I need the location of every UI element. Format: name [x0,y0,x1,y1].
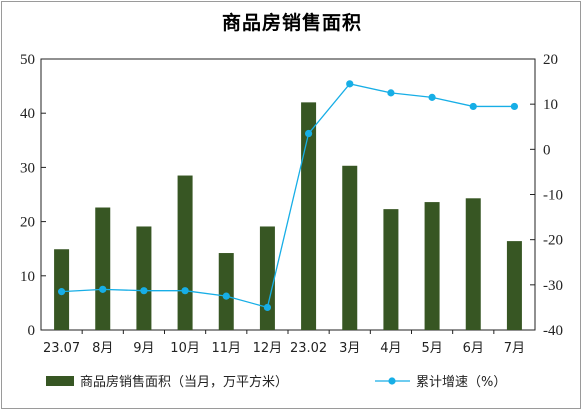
bar [259,226,275,330]
x-axis-label: 7月 [504,341,525,356]
x-axis-label: 6月 [463,341,484,356]
x-axis-label: 9月 [133,341,154,356]
legend-line-label: 累计增速（%） [416,375,506,390]
right-axis-tick-label: 0 [543,142,551,158]
left-axis-tick-label: 40 [20,106,35,122]
bar [424,202,440,330]
x-axis-label: 23.02 [290,341,327,356]
x-axis-label: 8月 [92,341,113,356]
right-axis-tick-label: -20 [543,233,563,249]
line-point [140,287,148,295]
right-axis-tick-label: -30 [543,278,563,294]
right-axis-tick-label: 10 [543,97,558,113]
bar [506,241,522,330]
bar [136,226,152,330]
x-axis-label: 10月 [170,341,200,356]
left-axis-tick-label: 10 [20,269,35,285]
line-point [428,93,436,101]
line-point [222,292,230,300]
line-point [263,303,272,312]
line-point [346,80,354,88]
x-axis-label: 12月 [253,341,283,356]
x-axis-label: 23.07 [43,341,80,356]
x-axis-label: 11月 [211,341,241,356]
bar [301,102,317,330]
bar [383,209,399,330]
line-point [387,89,395,97]
line-point [304,129,313,138]
right-axis-tick-label: -40 [543,323,563,339]
line-point [99,285,107,293]
x-axis-label: 3月 [339,341,360,356]
bar [218,253,234,330]
line-point [469,102,477,111]
line-point [510,102,519,111]
x-axis-label: 5月 [421,341,442,356]
legend-bar-label: 商品房销售面积（当月，万平方米） [80,374,288,390]
bar [465,198,481,330]
left-axis-tick-label: 20 [20,215,35,231]
right-axis-tick-label: -10 [543,188,563,204]
bar [342,165,358,330]
line-series-path [61,83,515,309]
bar [95,207,111,330]
left-axis-tick-label: 30 [20,160,35,176]
right-axis-tick-label: 20 [543,52,558,68]
bar [177,175,193,330]
chart-title: 商品房销售面积 [221,12,362,34]
left-axis-tick-label: 0 [28,323,36,339]
x-axis-label: 4月 [380,341,401,356]
line-point [181,287,189,295]
legend-line-marker [388,377,396,385]
line-point [57,288,66,296]
legend-bar-swatch [46,376,74,386]
left-axis-tick-label: 50 [20,52,35,68]
